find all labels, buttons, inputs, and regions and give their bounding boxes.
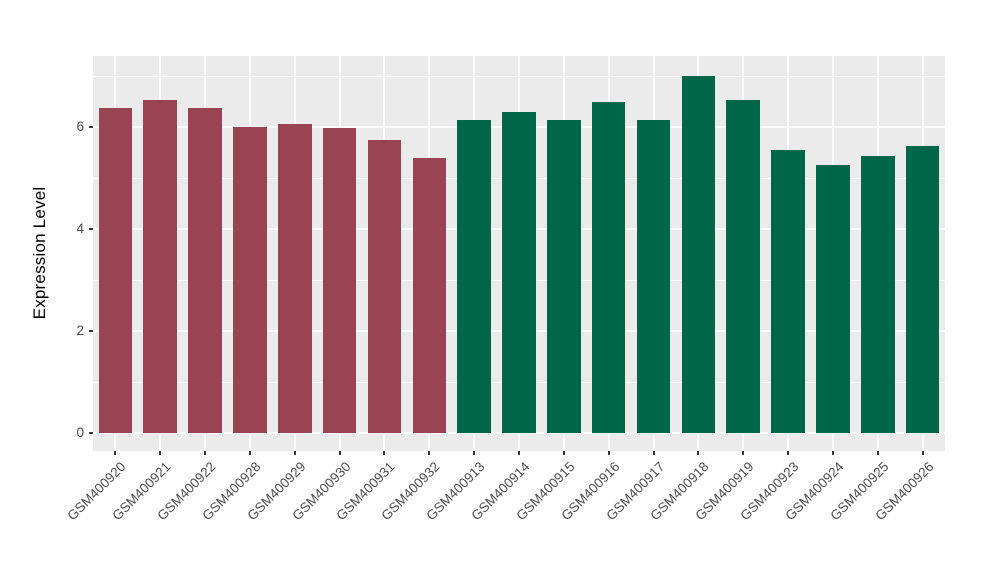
bar-GSM400929 <box>277 123 312 433</box>
bar-GSM400915 <box>547 120 581 433</box>
y-tick-mark <box>89 228 93 230</box>
bar-GSM400930 <box>322 128 357 433</box>
bar-GSM400921 <box>143 100 178 433</box>
bar-GSM400916 <box>591 101 626 433</box>
x-tick-mark <box>518 451 520 455</box>
h-gridline-minor <box>93 76 945 77</box>
h-gridline-major <box>93 432 945 434</box>
bar-GSM400919 <box>726 100 761 433</box>
x-tick-mark <box>159 451 162 455</box>
x-tick-mark <box>473 451 476 455</box>
y-tick-mark <box>89 330 93 332</box>
y-tick-mark <box>89 432 93 434</box>
x-tick-mark <box>921 451 924 455</box>
x-tick-mark <box>787 451 790 455</box>
x-tick-mark <box>204 451 207 455</box>
x-tick-mark <box>428 451 431 455</box>
x-tick-mark <box>338 451 341 455</box>
bar-GSM400914 <box>502 111 536 433</box>
x-tick-mark <box>562 451 565 455</box>
chart-panel <box>93 56 945 451</box>
x-tick-mark <box>293 451 296 455</box>
x-tick-mark <box>876 451 879 455</box>
bar-GSM400932 <box>412 157 447 433</box>
x-tick-mark <box>652 451 655 455</box>
bar-GSM400920 <box>98 108 133 433</box>
bar-GSM400917 <box>636 120 671 433</box>
x-tick-mark <box>383 451 386 455</box>
y-axis-title: Expression Level <box>30 186 49 320</box>
bar-GSM400913 <box>457 119 491 433</box>
bar-GSM400924 <box>816 165 850 433</box>
bar-GSM400922 <box>188 108 222 433</box>
y-tick-label: 6 <box>76 119 84 134</box>
bar-GSM400925 <box>860 156 895 433</box>
bar-GSM400928 <box>233 127 267 433</box>
bar-GSM400926 <box>905 146 940 433</box>
x-tick-mark <box>831 451 834 455</box>
y-tick-label: 2 <box>76 323 84 338</box>
x-tick-mark <box>607 451 610 455</box>
x-tick-mark <box>114 451 117 455</box>
bar-GSM400918 <box>681 76 716 433</box>
x-tick-mark <box>248 451 251 455</box>
bar-GSM400923 <box>771 149 805 433</box>
y-tick-mark <box>89 126 93 128</box>
x-tick-mark <box>742 451 745 455</box>
bar-GSM400931 <box>367 139 402 433</box>
y-tick-label: 0 <box>76 425 84 440</box>
y-tick-label: 4 <box>76 221 84 236</box>
x-tick-mark <box>697 451 700 455</box>
